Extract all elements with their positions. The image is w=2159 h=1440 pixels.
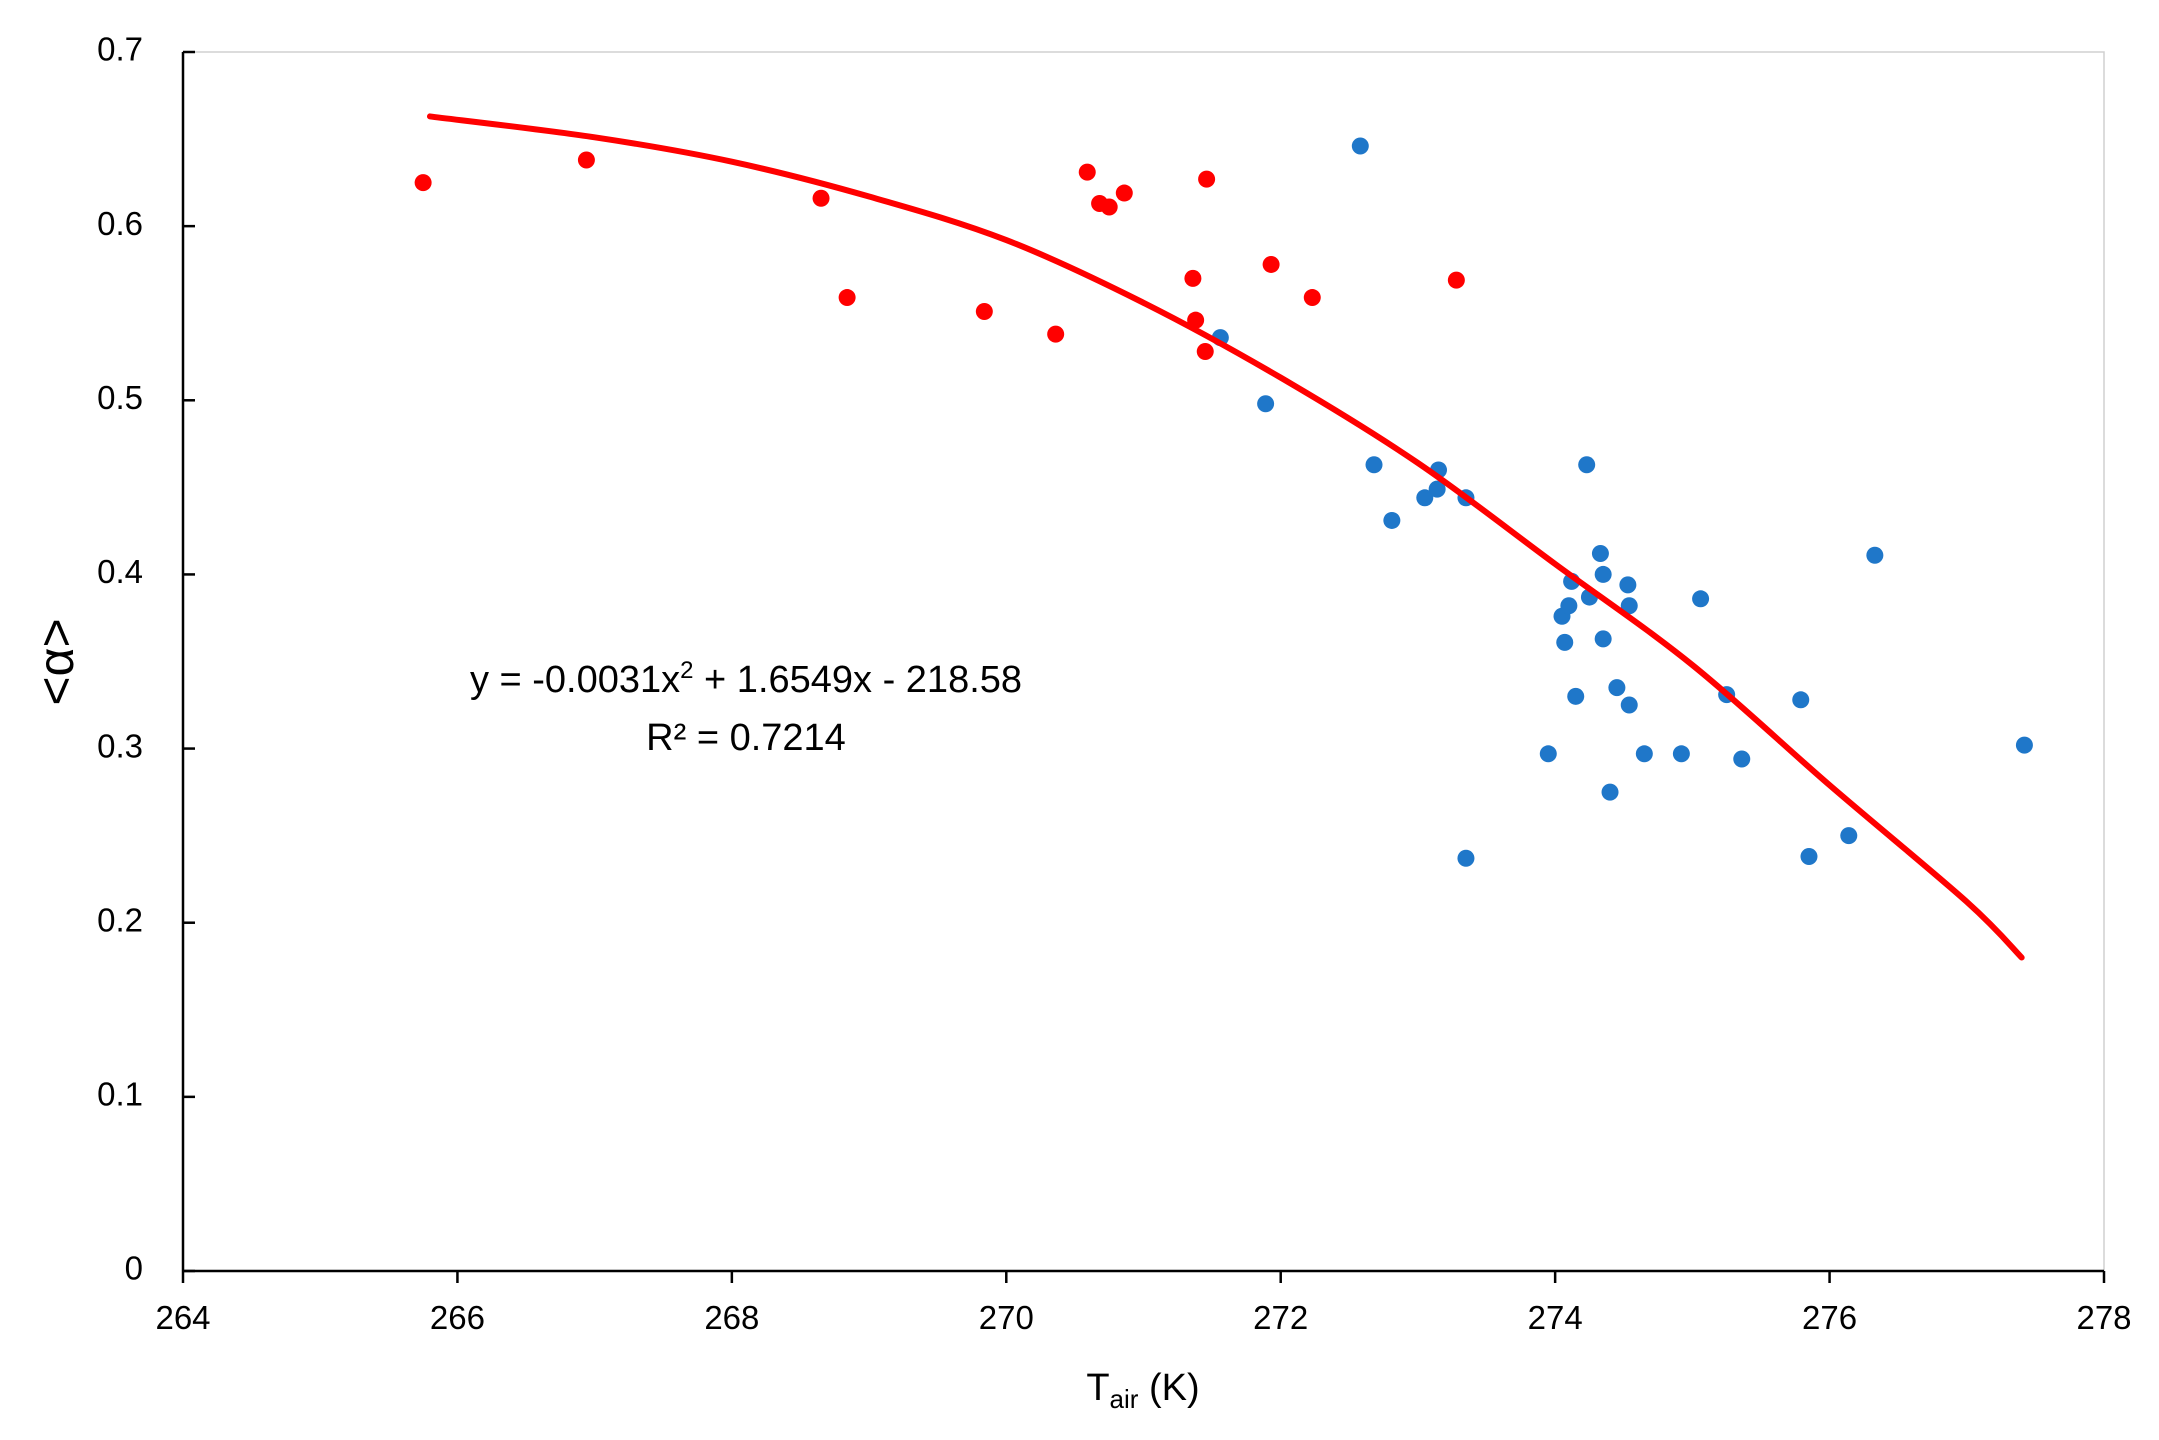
y-tick-label: 0.7 [97, 31, 143, 68]
y-tick-label: 0.1 [97, 1076, 143, 1113]
data-point [1539, 745, 1557, 763]
data-point [1733, 750, 1751, 768]
data-point [1692, 590, 1710, 608]
data-point [1619, 576, 1637, 594]
y-tick-label: 0.5 [97, 379, 143, 416]
x-tick-label: 268 [704, 1299, 759, 1336]
y-tick-label: 0.2 [97, 901, 143, 938]
data-point [1078, 163, 1096, 181]
x-tick-label: 270 [979, 1299, 1034, 1336]
equation: y = -0.0031x2 + 1.6549x - 218.58 [470, 657, 1022, 701]
data-point [1303, 289, 1321, 307]
data-point [1556, 633, 1574, 651]
data-point [1447, 271, 1465, 289]
x-tick-label: 264 [155, 1299, 210, 1336]
data-point [1792, 691, 1810, 709]
data-point [1365, 456, 1383, 474]
y-tick-label: 0.4 [97, 553, 143, 590]
data-point [1608, 679, 1626, 697]
data-point [1257, 395, 1275, 413]
data-point [1620, 696, 1638, 714]
data-point [1840, 827, 1858, 845]
data-point [1115, 184, 1133, 202]
data-point [1198, 170, 1216, 188]
x-tick-label: 272 [1253, 1299, 1308, 1336]
data-point [1428, 480, 1446, 498]
data-point [414, 174, 432, 192]
x-axis-title-sub: air [1110, 1384, 1139, 1414]
data-point [1601, 783, 1619, 801]
data-point [1567, 687, 1585, 705]
data-point [1047, 325, 1065, 343]
x-tick-label: 278 [2076, 1299, 2131, 1336]
data-point [577, 151, 595, 169]
data-point [1672, 745, 1690, 763]
y-tick-label: 0.6 [97, 205, 143, 242]
equation-exponent: 2 [680, 657, 693, 684]
data-point [1196, 343, 1214, 361]
data-point [1620, 597, 1638, 615]
r-squared: R² = 0.7214 [646, 717, 846, 759]
data-point [1262, 255, 1280, 273]
data-point [1800, 848, 1818, 866]
data-point [975, 302, 993, 320]
equation-part: y = -0.0031x [470, 659, 680, 701]
data-point [1591, 545, 1609, 563]
x-axis-title: Tair (K) [1086, 1367, 1199, 1414]
data-point [1383, 511, 1401, 529]
x-tick-label: 276 [1802, 1299, 1857, 1336]
data-point [1416, 489, 1434, 507]
x-axis-title-main: T [1086, 1367, 1109, 1409]
data-point [1578, 456, 1596, 474]
data-point [812, 189, 830, 207]
data-point [1594, 565, 1612, 583]
x-axis-title-rest: (K) [1138, 1367, 1199, 1409]
data-point [1457, 849, 1475, 867]
x-tick-label: 274 [1528, 1299, 1583, 1336]
y-axis-title: <α> [28, 618, 84, 705]
data-point [1560, 597, 1578, 615]
data-point [1351, 137, 1369, 155]
data-point [2015, 736, 2033, 754]
data-point [1184, 269, 1202, 287]
data-point [838, 289, 856, 307]
y-tick-label: 0 [125, 1250, 143, 1287]
data-point [1100, 198, 1118, 216]
x-tick-label: 266 [430, 1299, 485, 1336]
data-point [1594, 630, 1612, 648]
y-tick-label: 0.3 [97, 727, 143, 764]
equation-part: + 1.6549x - 218.58 [694, 659, 1023, 701]
data-point [1635, 745, 1653, 763]
data-point [1866, 546, 1884, 564]
trend-line [426, 113, 2025, 961]
